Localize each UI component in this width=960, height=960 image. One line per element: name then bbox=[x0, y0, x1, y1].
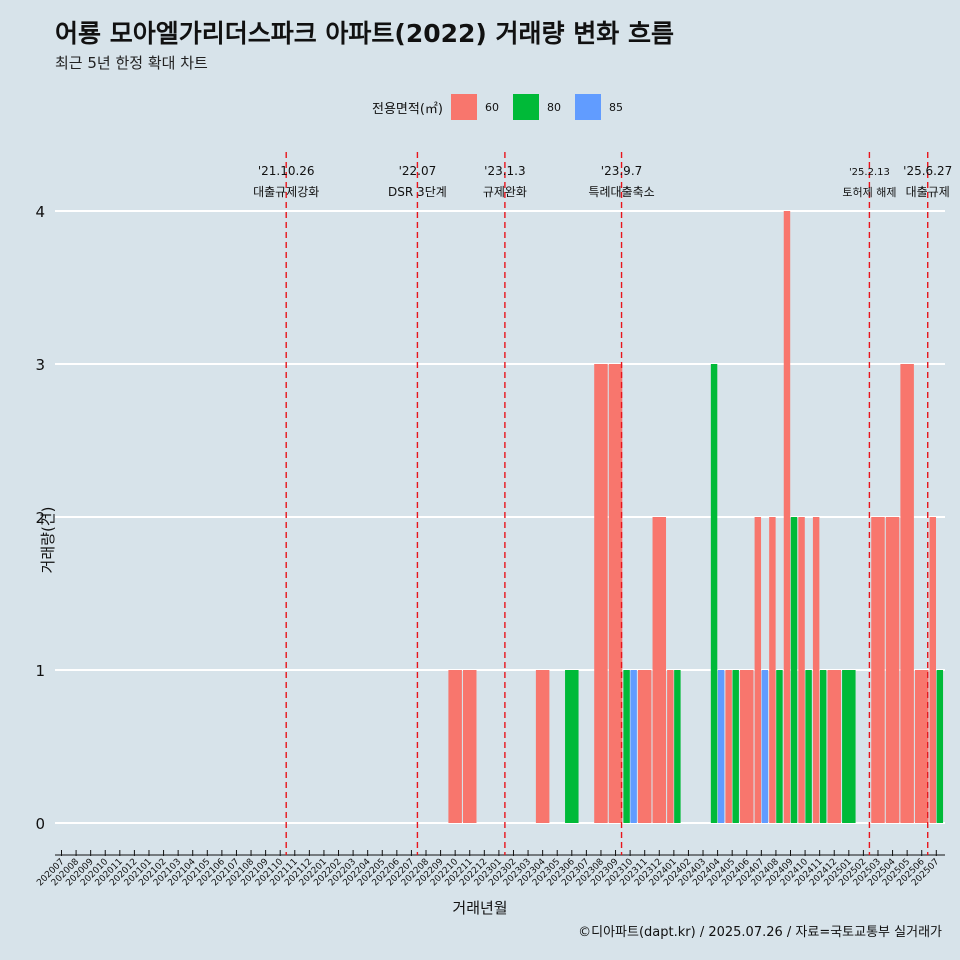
bar-60-202407 bbox=[754, 517, 762, 823]
bar-60-202308 bbox=[594, 364, 608, 823]
legend: 전용면적(㎡) 60 80 85 bbox=[372, 93, 637, 121]
event-date-label: '25.2.13 bbox=[849, 167, 890, 178]
bar-60-202312 bbox=[652, 517, 667, 823]
source-caption: ©디아파트(dapt.kr) / 2025.07.26 / 자료=국토교통부 실… bbox=[578, 925, 942, 940]
bar-80-202409 bbox=[790, 517, 798, 823]
event-name-label: 특례대출축소 bbox=[588, 185, 654, 199]
y-tick-label: 2 bbox=[35, 509, 45, 527]
bar-80-202408 bbox=[776, 670, 783, 823]
event-date-label: '23.9.7 bbox=[601, 164, 642, 178]
bar-60-202210 bbox=[448, 670, 462, 823]
event-name-label: 토허제 해제 bbox=[842, 185, 896, 199]
bar-60-202401 bbox=[667, 670, 674, 823]
bar-85-202407 bbox=[761, 670, 769, 823]
event-name-label: 규제완화 bbox=[483, 185, 527, 199]
event-name-label: 대출규제강화 bbox=[253, 185, 319, 199]
bar-60-202506 bbox=[914, 670, 929, 823]
bar-60-202406 bbox=[740, 670, 754, 823]
bar-80-202410 bbox=[805, 670, 812, 823]
event-date-label: '23.1.3 bbox=[484, 164, 525, 178]
legend-label-60: 60 bbox=[484, 100, 499, 114]
bar-80-202501 bbox=[842, 670, 856, 823]
legend-label-80: 80 bbox=[546, 100, 561, 114]
y-tick-label: 3 bbox=[35, 356, 45, 374]
bar-60-202405 bbox=[725, 670, 732, 823]
bar-60-202503 bbox=[871, 517, 885, 823]
chart-subtitle: 최근 5년 한정 확대 차트 bbox=[55, 54, 208, 72]
bar-60-202309 bbox=[608, 364, 623, 823]
legend-item-85: 85 bbox=[574, 94, 623, 120]
y-tick-label: 1 bbox=[35, 662, 45, 680]
bar-80-202507 bbox=[936, 670, 944, 823]
bar-60-202411 bbox=[812, 517, 820, 823]
bar-60-202410 bbox=[798, 517, 805, 823]
event-date-label: '22.07 bbox=[399, 164, 437, 178]
bar-60-202311 bbox=[637, 670, 652, 823]
bar-60-202211 bbox=[462, 670, 477, 823]
bar-60-202507 bbox=[929, 517, 936, 823]
event-name-label: 대출규제 bbox=[906, 185, 950, 199]
chart-title: 어룡 모아엘가리더스파크 아파트(2022) 거래량 변화 흐름 bbox=[55, 19, 674, 48]
x-axis-label: 거래년월 bbox=[452, 899, 508, 917]
bar-60-202409 bbox=[783, 211, 791, 823]
legend-swatch-80 bbox=[512, 94, 539, 120]
event-date-label: '21.10.26 bbox=[258, 164, 315, 178]
bar-60-202412 bbox=[827, 670, 841, 823]
bar-60-202304 bbox=[535, 670, 550, 823]
bar-85-202310 bbox=[630, 670, 637, 823]
y-tick-label: 0 bbox=[35, 815, 45, 833]
legend-title: 전용면적(㎡) bbox=[372, 101, 443, 117]
legend-item-80: 80 bbox=[512, 94, 561, 120]
bar-80-202306 bbox=[565, 670, 579, 823]
bar-80-202310 bbox=[623, 670, 630, 823]
bar-80-202401 bbox=[674, 670, 681, 823]
bar-80-202405 bbox=[732, 670, 739, 823]
bar-80-202404 bbox=[710, 364, 718, 823]
bar-85-202404 bbox=[717, 670, 725, 823]
bar-60-202505 bbox=[900, 364, 914, 823]
event-name-label: DSR 3단계 bbox=[388, 185, 447, 199]
y-tick-label: 4 bbox=[35, 203, 45, 221]
legend-swatch-60 bbox=[450, 94, 477, 120]
bar-80-202411 bbox=[819, 670, 827, 823]
bar-60-202408 bbox=[769, 517, 776, 823]
y-axis-label: 거래량(건) bbox=[38, 506, 57, 574]
legend-swatch-85 bbox=[574, 94, 601, 120]
legend-item-60: 60 bbox=[450, 94, 499, 120]
event-date-label: '25.6.27 bbox=[903, 164, 952, 178]
legend-label-85: 85 bbox=[608, 100, 623, 114]
bar-60-202504 bbox=[885, 517, 900, 823]
